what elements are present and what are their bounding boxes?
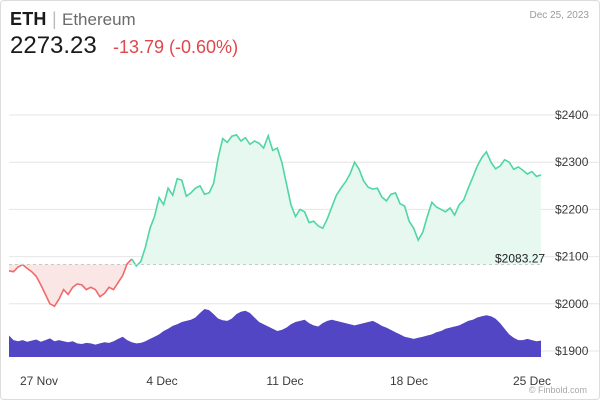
price-change: -13.79 (-0.60%) bbox=[113, 37, 239, 57]
header-separator: | bbox=[52, 9, 57, 29]
ticker-symbol: ETH bbox=[10, 9, 47, 29]
y-tick-label: $2100 bbox=[555, 250, 589, 264]
y-tick-label: $2400 bbox=[555, 108, 589, 122]
y-tick-label: $1900 bbox=[555, 344, 589, 358]
price-area bbox=[8, 133, 542, 308]
y-axis: $2400 $2300 $2200 $2100 $2000 $1900 bbox=[555, 108, 589, 358]
reference-line: $2083.27 bbox=[9, 251, 545, 265]
x-tick-label: 4 Dec bbox=[146, 374, 177, 388]
up-line bbox=[131, 133, 542, 268]
current-price: 2273.23 bbox=[10, 32, 97, 59]
y-tick-label: $2200 bbox=[555, 202, 589, 216]
volume-shape bbox=[9, 309, 541, 357]
x-tick-label: 25 Dec bbox=[513, 374, 551, 388]
x-tick-label: 18 Dec bbox=[390, 374, 428, 388]
volume-area bbox=[9, 309, 541, 357]
asset-name: Ethereum bbox=[62, 10, 136, 29]
up-fill bbox=[131, 134, 542, 266]
x-tick-label: 27 Nov bbox=[20, 374, 58, 388]
x-axis: 27 Nov 4 Dec 11 Dec 18 Dec 25 Dec bbox=[20, 374, 551, 388]
reference-label: $2083.27 bbox=[495, 251, 545, 265]
y-tick-label: $2300 bbox=[555, 155, 589, 169]
date-label: Dec 25, 2023 bbox=[529, 10, 590, 21]
watermark: © Finbold.com bbox=[528, 385, 587, 395]
down-line bbox=[8, 258, 133, 308]
y-tick-label: $2000 bbox=[555, 297, 589, 311]
x-tick-label: 11 Dec bbox=[266, 374, 303, 388]
down-fill bbox=[9, 259, 132, 307]
